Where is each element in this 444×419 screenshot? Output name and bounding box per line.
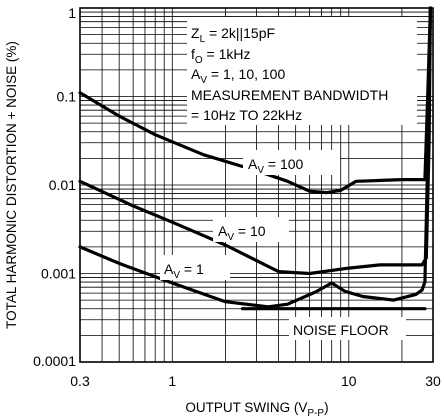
y-tick-label: 0.1 <box>57 89 77 105</box>
av10-label: AV = 10 <box>218 223 266 243</box>
y-axis-title: TOTAL HARMONIC DISTORTION + NOISE (%) <box>4 41 19 329</box>
series-label-av100: AV = 100 <box>243 150 340 176</box>
curves <box>78 6 432 311</box>
x-axis-title: OUTPUT SWING (VP-P) <box>185 400 328 419</box>
series-label-noise-floor: NOISE FLOOR <box>289 317 406 340</box>
x-tick-label: 30 <box>425 373 441 389</box>
x-tick-label: 1 <box>168 373 176 389</box>
noise-floor-label: NOISE FLOOR <box>293 322 389 338</box>
condition-bandwidth-range: = 10Hz TO 22kHz <box>191 107 302 123</box>
series-line-2 <box>78 6 432 309</box>
y-tick-label: 0.001 <box>41 266 76 282</box>
series-label-av10: AV = 10 <box>213 217 289 243</box>
av100-label: AV = 100 <box>248 156 304 176</box>
conditions-box: ZL = 2k||15pF fO = 1kHz AV = 1, 10, 100 … <box>187 17 417 125</box>
y-tick-label: 0.0001 <box>33 353 76 369</box>
av1-label: AV = 1 <box>164 261 204 281</box>
series-label-av1: AV = 1 <box>160 255 230 281</box>
condition-frequency: fO = 1kHz <box>191 46 251 66</box>
series-line-0 <box>78 6 432 195</box>
condition-gain: AV = 1, 10, 100 <box>191 66 285 86</box>
x-tick-label: 0.3 <box>70 373 90 389</box>
condition-bandwidth-title: MEASUREMENT BANDWIDTH <box>191 87 388 103</box>
y-tick-label: 0.01 <box>49 177 76 193</box>
plot-frame <box>79 7 434 363</box>
y-tick-label: 1 <box>68 5 76 21</box>
x-tick-label: 10 <box>341 373 357 389</box>
condition-load: ZL = 2k||15pF <box>191 25 275 45</box>
tick-labels: 0.3 1 10 30 1 0.1 0.01 0.001 0.0001 <box>33 5 441 389</box>
